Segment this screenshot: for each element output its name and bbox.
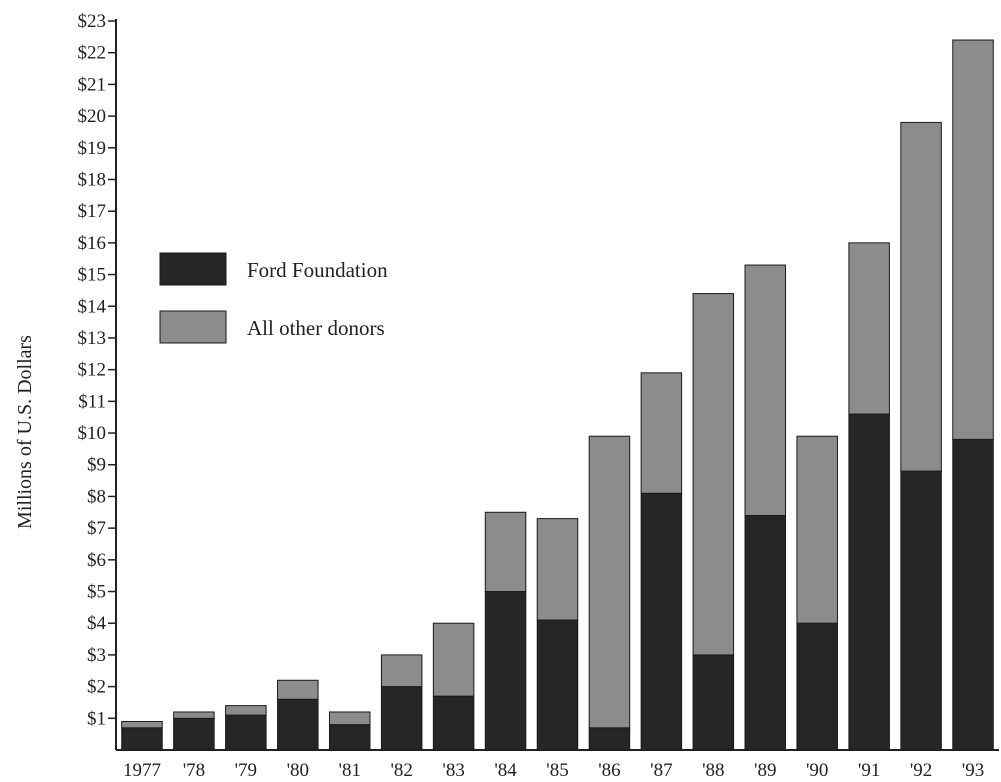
legend-label-all-other-donors: All other donors [247, 316, 385, 340]
x-tick-label: '89 [754, 760, 776, 781]
y-tick-label: $11 [78, 391, 106, 412]
x-tick-label: '80 [287, 760, 309, 781]
bar-segment-all-other-donors [848, 242, 890, 415]
y-tick-label: $19 [78, 138, 107, 159]
bar-segment-ford-foundation [432, 695, 475, 751]
y-tick-label: $7 [87, 518, 106, 539]
bar-segment-all-other-donors [121, 720, 163, 729]
y-tick-label: $16 [78, 233, 107, 254]
y-tick-label: $18 [78, 169, 107, 190]
bar-segment-ford-foundation [900, 470, 942, 751]
y-tick-label: $22 [78, 43, 107, 64]
y-tick-label: $8 [87, 486, 106, 507]
x-tick-label: '92 [910, 760, 932, 781]
y-tick-label: $5 [87, 582, 106, 603]
bar-segment-all-other-donors [640, 372, 683, 494]
y-tick-label: $20 [78, 106, 107, 127]
bar-segment-ford-foundation [380, 686, 423, 751]
bar-segment-all-other-donors [432, 622, 475, 697]
bar-segment-all-other-donors [796, 435, 838, 624]
y-tick-label: $13 [78, 328, 107, 349]
x-tick-label: '83 [442, 760, 464, 781]
bar-segment-ford-foundation [692, 654, 735, 751]
y-tick-label: $21 [78, 74, 107, 95]
x-tick-label: '88 [702, 760, 724, 781]
x-tick-label: '84 [494, 760, 517, 781]
bar-segment-ford-foundation [277, 698, 319, 751]
bar-segment-ford-foundation [588, 727, 631, 751]
bar-segment-all-other-donors [328, 711, 371, 726]
x-tick-label: '86 [598, 760, 620, 781]
bar-segment-all-other-donors [380, 654, 423, 688]
x-tick-label: '78 [183, 760, 205, 781]
y-tick-label: $14 [78, 296, 107, 317]
bar-segment-ford-foundation [952, 438, 994, 751]
bar-segment-all-other-donors [744, 264, 787, 516]
x-tick-label: '85 [546, 760, 568, 781]
bar-segment-all-other-donors [225, 705, 267, 716]
x-tick-label: '81 [339, 760, 361, 781]
bar-segment-ford-foundation [328, 724, 371, 751]
bar-segment-all-other-donors [277, 679, 319, 700]
y-tick-label: $3 [87, 645, 106, 666]
bar-segment-all-other-donors [588, 435, 631, 729]
legend-label-ford-foundation: Ford Foundation [247, 258, 388, 282]
bar-segment-ford-foundation [744, 514, 787, 751]
bar-segment-ford-foundation [225, 714, 267, 751]
x-tick-label: '90 [806, 760, 828, 781]
x-tick-label: '82 [390, 760, 412, 781]
legend-swatch-ford-foundation [159, 252, 227, 286]
y-tick-label: $17 [78, 201, 107, 222]
x-tick-label: '87 [650, 760, 672, 781]
y-tick-label: $12 [78, 360, 107, 381]
bar-segment-all-other-donors [484, 511, 527, 593]
y-axis-title: Millions of U.S. Dollars [14, 335, 36, 529]
x-axis: 1977 '78 '79 '80 '81 '82 '83 '84 '85 '86 '87 '88 '89… [116, 749, 999, 781]
bar-segment-all-other-donors [900, 121, 942, 472]
x-tick-label: 1977 [123, 760, 161, 781]
y-tick-label: $9 [87, 455, 106, 476]
bar-segment-ford-foundation [484, 591, 527, 751]
legend: Ford Foundation All other donors [159, 252, 388, 344]
y-tick-label: $10 [78, 423, 107, 444]
bar-segment-ford-foundation [796, 622, 838, 751]
x-tick-label: '91 [858, 760, 880, 781]
bars [121, 39, 994, 751]
y-tick-label: $2 [87, 677, 106, 698]
x-tick-label: '93 [962, 760, 984, 781]
y-tick-label: $6 [87, 550, 106, 571]
legend-swatch-all-other-donors [159, 310, 227, 344]
bar-segment-all-other-donors [692, 293, 735, 656]
bar-segment-ford-foundation [121, 727, 163, 751]
y-tick-label: $4 [87, 613, 107, 634]
y-tick-label: $23 [78, 11, 107, 32]
bar-segment-ford-foundation [848, 413, 890, 751]
y-tick-label: $1 [87, 708, 106, 729]
x-tick-label: '79 [235, 760, 257, 781]
y-axis: $1 $2 $3 $4 $5 $6 $7 $8 $9 $10 $11 $12 $13 $14 $15 $16 $… [78, 11, 117, 750]
bar-segment-all-other-donors [173, 711, 215, 719]
bar-segment-ford-foundation [173, 717, 215, 751]
bar-segment-all-other-donors [536, 518, 579, 621]
bar-segment-ford-foundation [536, 619, 579, 751]
y-tick-label: $15 [78, 265, 107, 286]
bar-segment-ford-foundation [640, 492, 683, 751]
bar-segment-all-other-donors [952, 39, 994, 440]
